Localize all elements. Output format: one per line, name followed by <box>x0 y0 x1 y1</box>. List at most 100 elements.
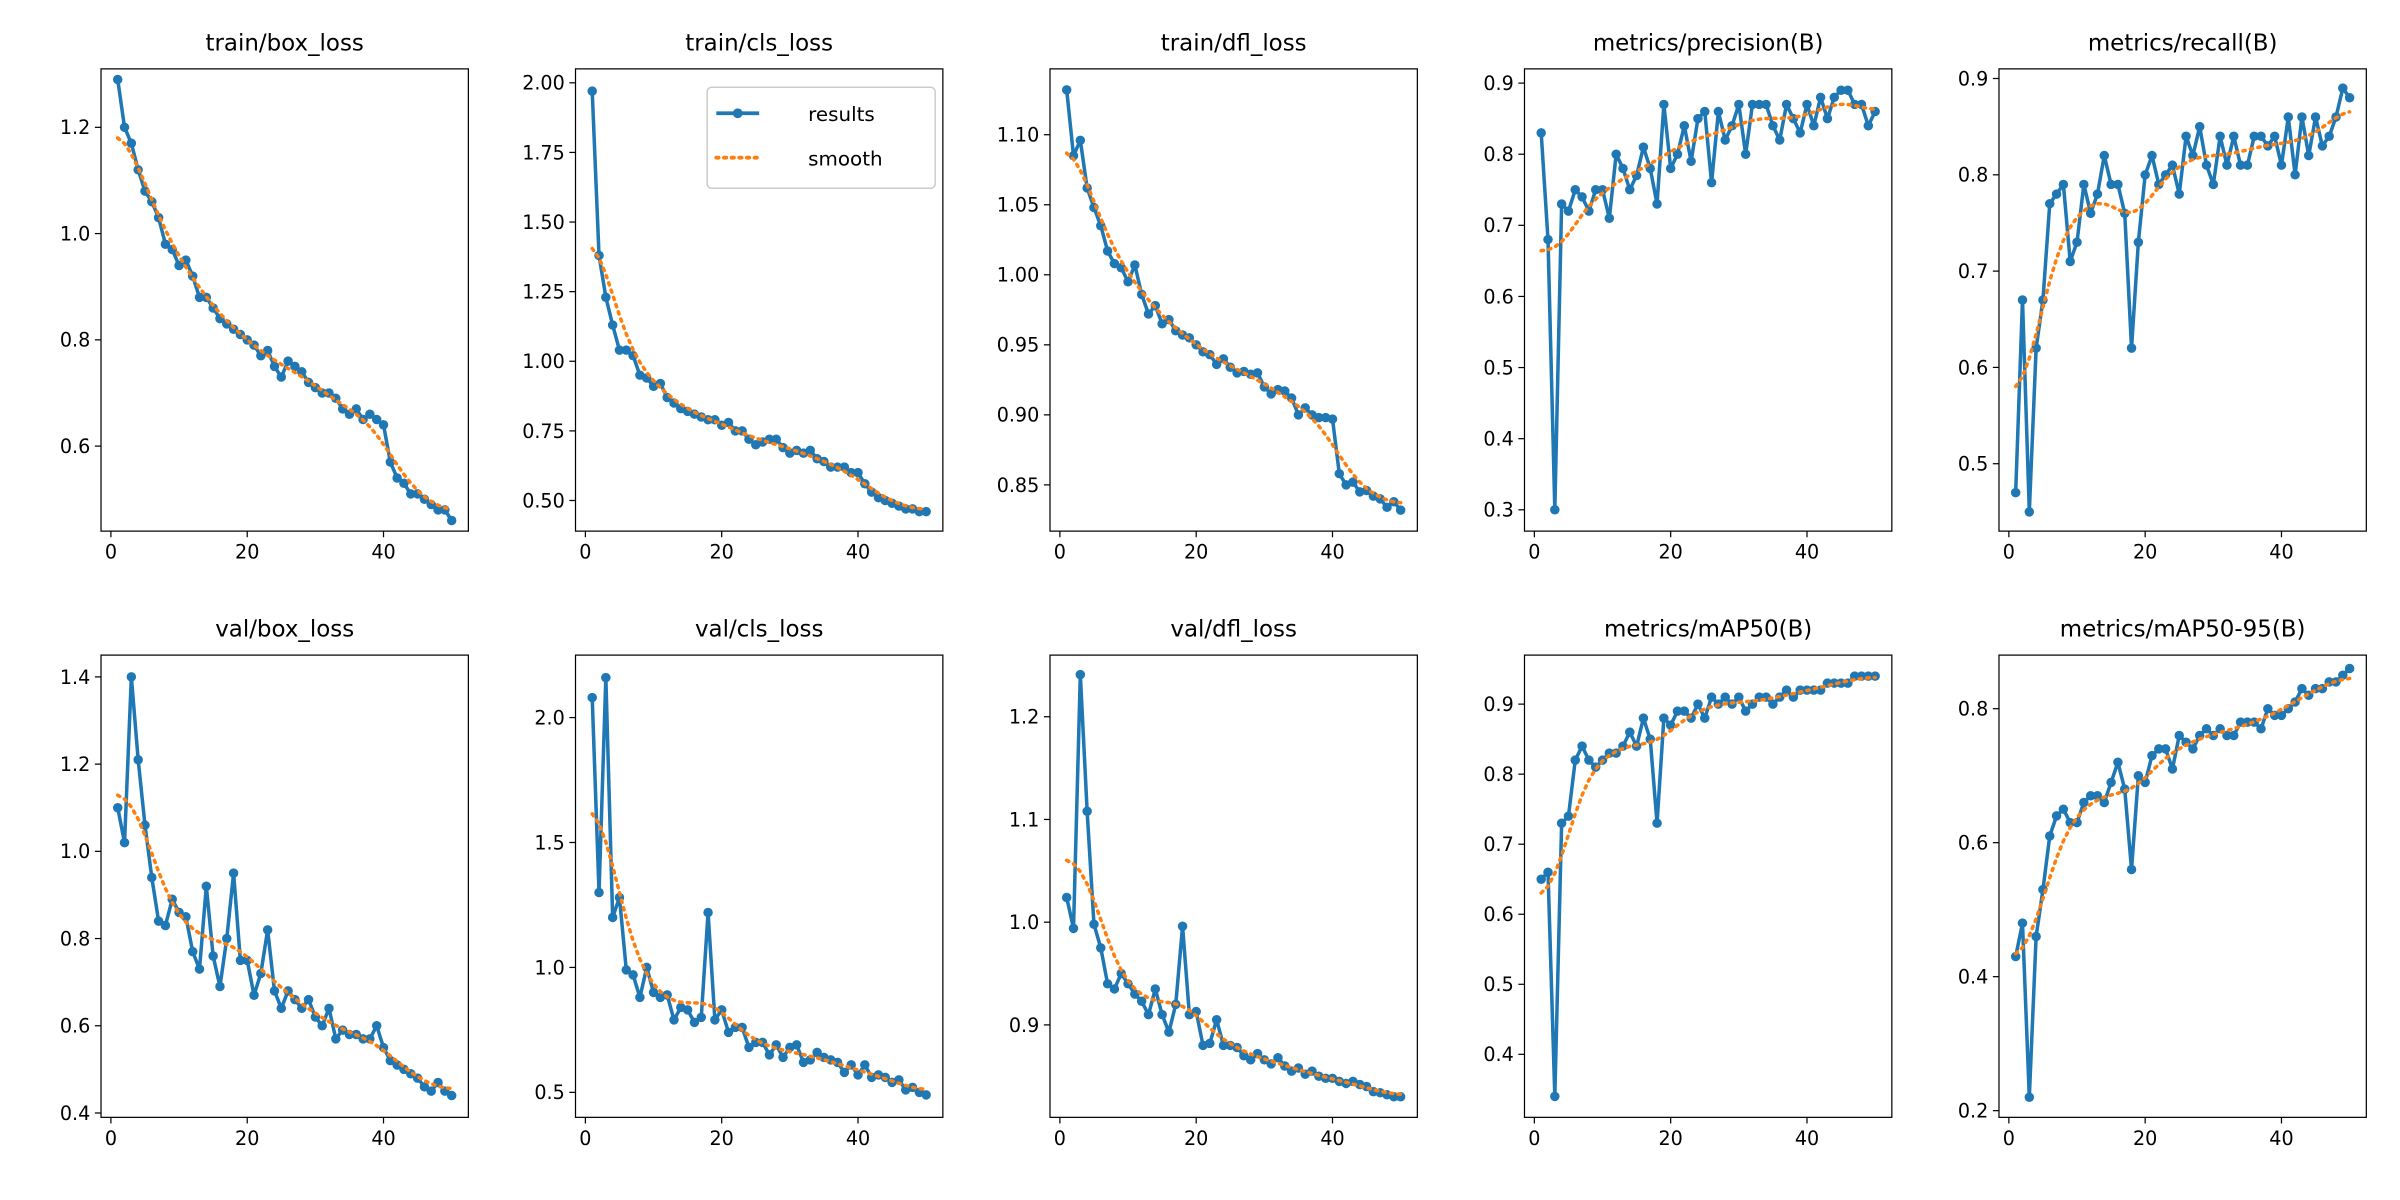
results-point <box>2085 208 2096 219</box>
results-point <box>1638 142 1649 152</box>
results-point <box>1570 185 1581 195</box>
smooth-line <box>1064 858 1403 1097</box>
x-tick-label: 40 <box>846 1127 870 1150</box>
y-tick-label: 0.5 <box>1958 453 1988 476</box>
results-point <box>594 887 604 898</box>
results-point <box>2072 237 2082 247</box>
results-point <box>1109 258 1120 269</box>
y-tick-label: 0.7 <box>1958 260 1988 283</box>
y-tick-label: 1.25 <box>522 281 565 304</box>
y-tick-label: 1.2 <box>60 116 90 139</box>
subplot-train-cls-loss: train/cls_loss 0.50 0.75 1.00 1.25 1.50 1.75 2.… <box>522 31 944 564</box>
results-point <box>2024 1092 2035 1102</box>
results-point <box>1280 386 1290 396</box>
axes-frame <box>1049 654 1418 1118</box>
results-point <box>194 292 205 303</box>
results-point <box>1672 706 1683 716</box>
results-point <box>812 1047 822 1058</box>
results-point <box>126 672 137 682</box>
results-point <box>1536 874 1546 884</box>
x-tick-label: 40 <box>1795 1127 1819 1150</box>
y-tick-label: 0.95 <box>997 334 1040 357</box>
axes-frame <box>1523 654 1893 1118</box>
results-point <box>2215 131 2225 142</box>
subplot-metrics-recall-b-: metrics/recall(B) 0.5 0.6 0.7 0.8 0.9 0 20 40 <box>1958 31 2367 564</box>
y-tick-label: 1.0 <box>60 840 90 863</box>
results-point <box>1611 149 1621 159</box>
results-point <box>242 955 252 966</box>
results-point <box>1700 106 1710 117</box>
results-point <box>1164 1027 1174 1037</box>
x-tick-label: 20 <box>710 1127 734 1150</box>
subplot-val-dfl-loss: val/dfl_loss 0.9 1.0 1.1 1.2 0 20 40 <box>1009 617 1418 1150</box>
results-point <box>1102 979 1113 989</box>
results-point <box>2058 179 2069 190</box>
results-point <box>1672 149 1683 159</box>
results-point <box>921 1090 931 1100</box>
subplot-metrics-precision-b-: metrics/precision(B) 0.3 0.4 0.5 0.6 0.7 0.8 0.… <box>1483 31 1893 564</box>
results-point <box>2290 170 2300 180</box>
results-point <box>1266 389 1276 399</box>
results-point <box>853 467 863 478</box>
results-point <box>2051 189 2062 199</box>
subplot-title: metrics/recall(B) <box>2088 31 2278 57</box>
x-tick-label: 40 <box>2269 541 2293 564</box>
results-point <box>365 409 375 419</box>
results-point <box>1334 468 1345 479</box>
results-point <box>614 345 625 355</box>
results-point <box>587 86 597 96</box>
results-point <box>1563 206 1574 216</box>
results-point <box>1109 984 1120 994</box>
axes-frame <box>574 68 944 532</box>
results-point <box>866 487 877 497</box>
results-point <box>2297 112 2307 122</box>
results-point <box>1068 923 1079 934</box>
results-point <box>2167 764 2178 774</box>
smooth-line <box>590 812 928 1092</box>
results-point <box>228 868 239 878</box>
results-point <box>2249 131 2259 142</box>
subplot-title: val/box_loss <box>215 617 354 643</box>
x-tick-label: 20 <box>1659 541 1683 564</box>
results-point <box>2174 730 2184 741</box>
axes-frame <box>1049 68 1418 532</box>
results-point <box>1096 943 1106 953</box>
x-tick-label: 40 <box>846 541 870 564</box>
y-tick-label: 0.7 <box>1483 833 1513 856</box>
results-point <box>2283 112 2294 122</box>
y-tick-label: 0.9 <box>1483 693 1513 716</box>
results-point <box>1618 163 1628 174</box>
results-point <box>1082 806 1092 816</box>
results-point <box>1130 260 1140 270</box>
results-point <box>1713 106 1724 117</box>
results-point <box>2338 83 2348 93</box>
results-point <box>2099 150 2110 161</box>
results-point <box>1734 692 1744 702</box>
axes-frame <box>574 654 944 1118</box>
subplot-title: val/cls_loss <box>695 617 823 643</box>
results-point <box>1706 177 1717 188</box>
y-tick-label: 0.4 <box>1483 428 1513 451</box>
results-point <box>1577 192 1587 202</box>
results-point <box>2065 817 2075 828</box>
results-point <box>1679 121 1690 131</box>
results-point <box>1781 99 1792 110</box>
x-tick-label: 0 <box>105 541 117 564</box>
y-tick-label: 1.2 <box>60 753 90 776</box>
results-point <box>682 1005 693 1015</box>
results-point <box>744 1042 754 1053</box>
legend-results-marker <box>732 108 743 119</box>
results-point <box>1693 699 1703 709</box>
results-point <box>2338 670 2348 680</box>
results-point <box>1061 892 1072 903</box>
x-tick-label: 0 <box>579 1127 591 1150</box>
smooth-line <box>2013 110 2352 389</box>
results-point <box>2106 179 2116 190</box>
results-point <box>371 1021 382 1031</box>
smooth-line <box>115 793 454 1091</box>
results-point <box>1577 741 1587 751</box>
results-point <box>689 1017 700 1028</box>
results-point <box>587 692 597 703</box>
results-point <box>385 1055 396 1066</box>
